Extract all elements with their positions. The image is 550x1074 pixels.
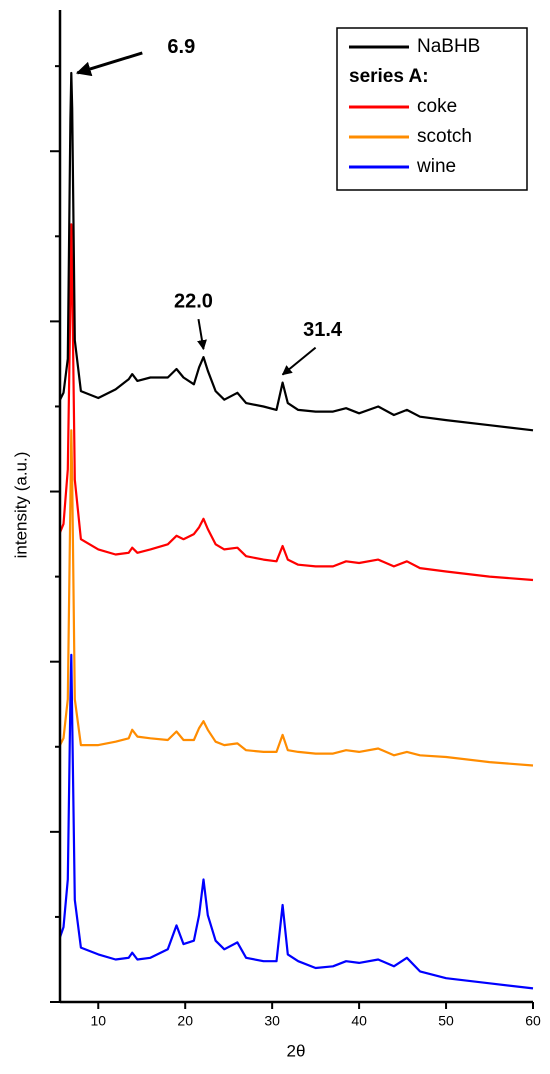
data-line — [58, 653, 534, 990]
legend-box — [336, 27, 528, 191]
annotation-arrow — [197, 318, 207, 351]
y-axis-label: intensity (a.u.) — [11, 452, 30, 559]
legend-label: coke — [417, 96, 457, 117]
legend-title: series A: — [349, 66, 429, 87]
data-line — [59, 71, 534, 432]
x-tick-label: 20 — [177, 1013, 193, 1029]
x-tick-label: 50 — [438, 1013, 454, 1029]
x-tick-label: 40 — [351, 1013, 367, 1029]
data-line — [58, 223, 534, 582]
annotation-arrow — [281, 346, 317, 376]
annotation: 22.0 — [174, 290, 213, 312]
annotation: 6.9 — [167, 36, 195, 58]
annotation: 31.4 — [303, 319, 343, 341]
x-tick-label: 60 — [525, 1013, 541, 1029]
legend-label: NaBHB — [417, 36, 480, 57]
x-tick-label: 10 — [90, 1013, 106, 1029]
legend-label: wine — [416, 156, 456, 177]
data-line — [59, 429, 534, 767]
legend-label: scotch — [417, 126, 472, 147]
x-axis-label: 2θ — [287, 1041, 306, 1060]
x-tick-label: 30 — [264, 1013, 280, 1029]
annotation-arrow — [75, 51, 143, 77]
